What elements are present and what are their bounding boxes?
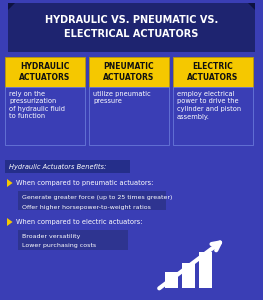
- Bar: [18, 191, 166, 210]
- Bar: [173, 87, 253, 145]
- Bar: [165, 272, 178, 288]
- Text: Offer higher horsepower-to-weight ratios: Offer higher horsepower-to-weight ratios: [22, 205, 151, 209]
- Bar: [182, 263, 195, 288]
- Polygon shape: [8, 3, 15, 10]
- Text: PNEUMATIC
ACTUATORS: PNEUMATIC ACTUATORS: [103, 62, 155, 82]
- Polygon shape: [7, 179, 13, 187]
- Bar: [5, 57, 85, 87]
- Text: utilize pneumatic
pressure: utilize pneumatic pressure: [93, 91, 151, 104]
- Bar: [173, 57, 253, 87]
- Text: HYDRAULIC
ACTUATORS: HYDRAULIC ACTUATORS: [19, 62, 71, 82]
- Text: Generate greater force (up to 25 times greater): Generate greater force (up to 25 times g…: [22, 195, 172, 200]
- Polygon shape: [248, 3, 255, 10]
- Bar: [199, 252, 212, 288]
- Text: employ electrical
power to drive the
cylinder and piston
assembly.: employ electrical power to drive the cyl…: [177, 91, 241, 119]
- Text: Lower purchasing costs: Lower purchasing costs: [22, 244, 96, 248]
- Text: When compared to electric actuators:: When compared to electric actuators:: [16, 219, 142, 225]
- Bar: [89, 57, 169, 87]
- Text: ELECTRIC
ACTUATORS: ELECTRIC ACTUATORS: [187, 62, 239, 82]
- Text: Broader versatility: Broader versatility: [22, 234, 80, 239]
- Text: When compared to pneumatic actuators:: When compared to pneumatic actuators:: [16, 180, 153, 186]
- Bar: [5, 87, 85, 145]
- Text: rely on the
pressurization
of hydraulic fluid
to function: rely on the pressurization of hydraulic …: [9, 91, 65, 119]
- Bar: [89, 87, 169, 145]
- Bar: [8, 3, 255, 52]
- Bar: [5, 160, 130, 173]
- Text: ELECTRICAL ACTUATORS: ELECTRICAL ACTUATORS: [64, 29, 199, 39]
- Bar: [18, 230, 128, 250]
- Text: Hydraulic Actuators Benefits:: Hydraulic Actuators Benefits:: [9, 164, 106, 169]
- Text: HYDRAULIC VS. PNEUMATIC VS.: HYDRAULIC VS. PNEUMATIC VS.: [45, 15, 218, 25]
- Polygon shape: [7, 218, 13, 226]
